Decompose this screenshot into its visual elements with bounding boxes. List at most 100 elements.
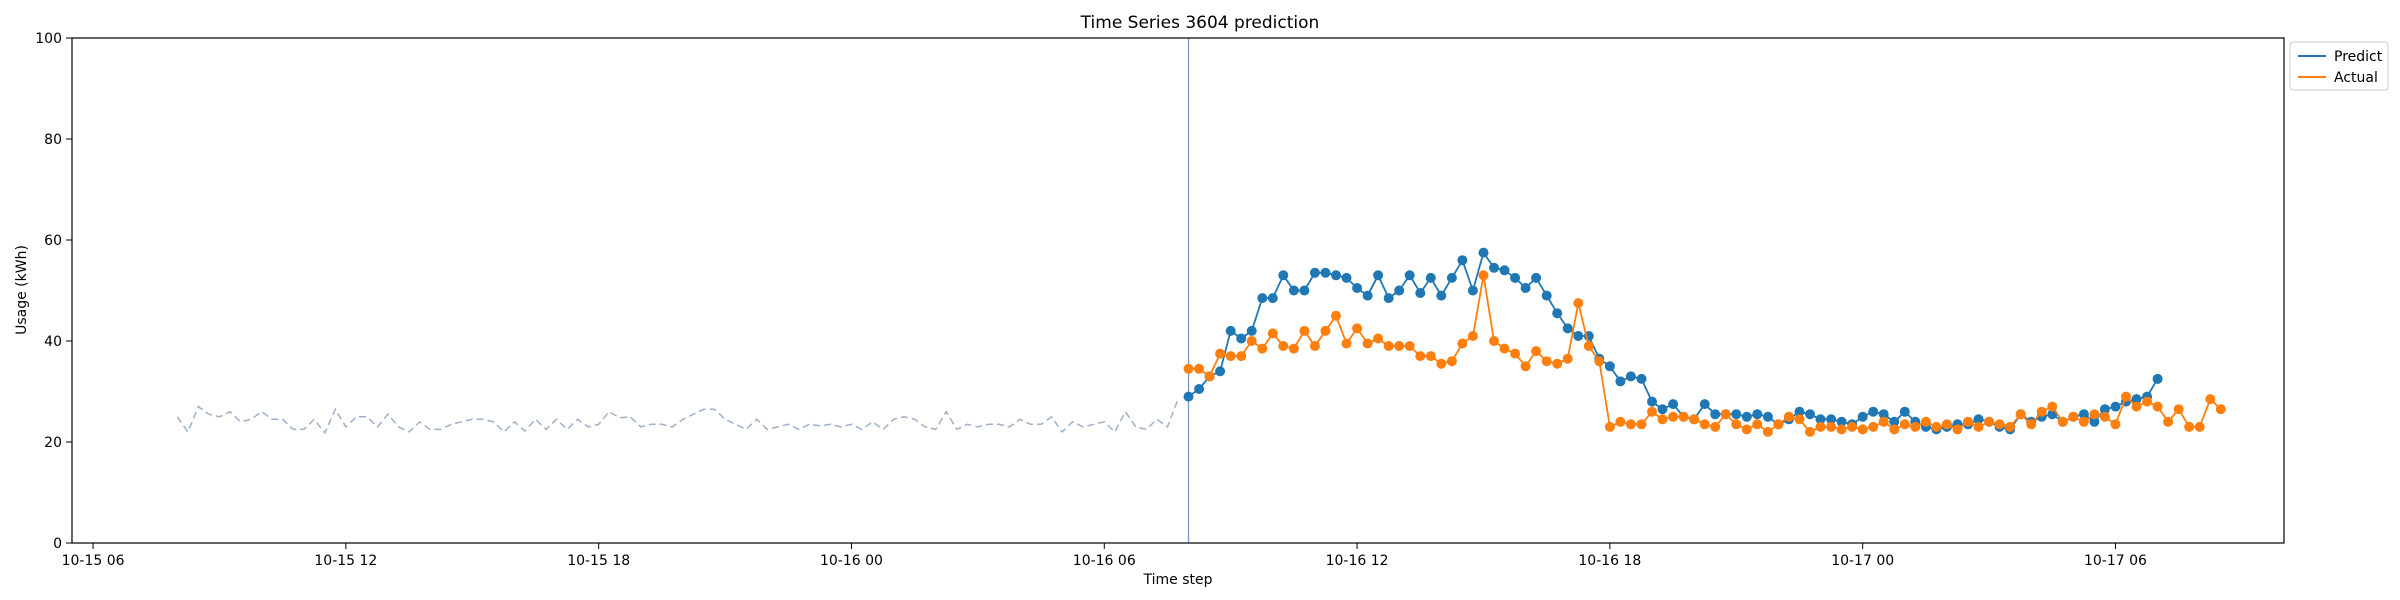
predict-point bbox=[1741, 411, 1752, 422]
actual-point bbox=[1783, 411, 1794, 422]
actual-point bbox=[1341, 338, 1352, 349]
predict-point bbox=[1489, 262, 1499, 273]
actual-point bbox=[1183, 363, 1194, 374]
actual-point bbox=[1731, 419, 1742, 430]
y-tick-label: 80 bbox=[44, 132, 62, 148]
predict-point bbox=[1320, 267, 1331, 278]
actual-point bbox=[2163, 416, 2174, 427]
actual-point bbox=[1562, 353, 1573, 364]
actual-point bbox=[1373, 333, 1384, 344]
predict-point bbox=[1552, 308, 1563, 319]
actual-point bbox=[1520, 361, 1531, 372]
predict-point bbox=[1183, 391, 1194, 402]
actual-point bbox=[2026, 419, 2037, 430]
predict-point bbox=[1394, 285, 1405, 296]
actual-point bbox=[1710, 421, 1721, 432]
predict-point bbox=[1278, 270, 1289, 281]
predict-point bbox=[1309, 267, 1320, 278]
predict-point bbox=[1826, 414, 1837, 425]
predict-point bbox=[1404, 270, 1415, 281]
actual-point bbox=[1204, 371, 1215, 382]
predict-point bbox=[1446, 272, 1457, 283]
actual-point bbox=[1994, 419, 2005, 430]
actual-point bbox=[2152, 401, 2163, 412]
predict-point bbox=[1973, 414, 1984, 425]
actual-point bbox=[1973, 421, 1984, 432]
predict-point bbox=[1362, 290, 1373, 301]
actual-point bbox=[1531, 346, 1542, 357]
actual-point bbox=[1920, 416, 1931, 427]
actual-point bbox=[1720, 409, 1731, 420]
predict-point bbox=[1215, 366, 1226, 377]
actual-point bbox=[1805, 426, 1815, 437]
actual-point bbox=[1899, 419, 1910, 430]
x-tick-label: 10-16 00 bbox=[820, 553, 883, 569]
predict-point bbox=[1541, 290, 1552, 301]
plot-frame bbox=[71, 37, 2285, 544]
actual-point bbox=[1257, 343, 1268, 354]
predict-point bbox=[1762, 411, 1773, 422]
actual-point bbox=[1762, 426, 1773, 437]
predict-point bbox=[1573, 331, 1584, 341]
predict-point bbox=[1478, 247, 1489, 258]
predict-point bbox=[1657, 404, 1668, 415]
predict-point bbox=[2099, 404, 2110, 415]
chart-title: Time Series 3604 prediction bbox=[1080, 13, 1320, 33]
predict-point bbox=[1236, 333, 1247, 344]
actual-point bbox=[2215, 404, 2226, 415]
actual-point bbox=[2057, 416, 2068, 427]
actual-point bbox=[1952, 424, 1963, 435]
predict-point bbox=[1647, 396, 1657, 407]
actual-point bbox=[1826, 421, 1837, 432]
predict-point bbox=[1636, 373, 1647, 384]
predict-point bbox=[1604, 361, 1615, 372]
y-axis-label: Usage (kWh) bbox=[14, 245, 30, 335]
predict-point bbox=[1225, 325, 1236, 336]
actual-point bbox=[1857, 424, 1868, 435]
y-tick-label: 60 bbox=[44, 233, 62, 249]
actual-point bbox=[1394, 341, 1405, 351]
plot-area bbox=[176, 38, 2226, 543]
actual-point bbox=[1636, 419, 1647, 430]
actual-point bbox=[1278, 341, 1289, 351]
predict-point bbox=[1699, 399, 1710, 410]
x-axis: 10-15 06 10-15 12 10-15 18 10-16 00 10-16 06… bbox=[62, 543, 2147, 569]
actual-point bbox=[1299, 325, 1310, 336]
actual-point bbox=[1910, 421, 1921, 432]
actual-point bbox=[1836, 424, 1847, 435]
actual-point bbox=[1847, 421, 1858, 432]
actual-point bbox=[2047, 401, 2058, 412]
actual-point bbox=[2184, 421, 2195, 432]
actual-point bbox=[1868, 421, 1879, 432]
actual-point bbox=[1320, 325, 1331, 336]
actual-point bbox=[1215, 348, 1226, 359]
actual-point bbox=[1794, 414, 1805, 425]
y-axis: 0 20 40 60 80 100 bbox=[35, 31, 72, 552]
actual-point bbox=[1225, 351, 1236, 362]
predict-point bbox=[1373, 270, 1384, 281]
actual-point bbox=[1499, 343, 1510, 354]
actual-point bbox=[1583, 341, 1594, 351]
legend-predict-label: Predict bbox=[2334, 49, 2383, 65]
actual-point bbox=[1236, 351, 1247, 362]
actual-point bbox=[2142, 396, 2153, 407]
actual-point bbox=[2078, 416, 2089, 427]
x-tick-label: 10-15 18 bbox=[567, 553, 630, 569]
actual-point bbox=[1815, 421, 1826, 432]
actual-point bbox=[1552, 358, 1563, 369]
predict-point bbox=[1878, 409, 1889, 420]
x-tick-label: 10-17 00 bbox=[1831, 553, 1894, 569]
actual-point bbox=[2194, 421, 2205, 432]
actual-point bbox=[2015, 409, 2026, 420]
x-tick-label: 10-15 06 bbox=[62, 553, 125, 569]
predict-point bbox=[1868, 406, 1879, 417]
x-axis-label: Time step bbox=[1143, 572, 1213, 588]
predict-point bbox=[1425, 272, 1436, 283]
predict-point bbox=[1383, 293, 1394, 304]
predict-point bbox=[1267, 293, 1278, 304]
actual-point bbox=[2121, 391, 2131, 402]
predict-point bbox=[2152, 373, 2163, 384]
actual-point bbox=[1288, 343, 1299, 354]
